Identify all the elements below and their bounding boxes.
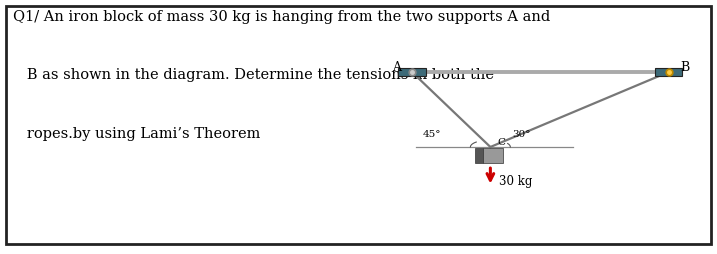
Text: ropes.by using Lami’s Theorem: ropes.by using Lami’s Theorem — [13, 127, 260, 141]
Bar — [483, 148, 503, 163]
Text: 45°: 45° — [422, 131, 441, 139]
Text: B as shown in the diagram. Determine the tensions in both the: B as shown in the diagram. Determine the… — [13, 68, 494, 82]
Text: C: C — [498, 138, 505, 147]
Bar — [475, 148, 483, 163]
Bar — [655, 68, 682, 76]
Text: 30°: 30° — [512, 131, 531, 139]
Text: 30 kg: 30 kg — [499, 175, 532, 188]
Text: Q1/ An iron block of mass 30 kg is hanging from the two supports A and: Q1/ An iron block of mass 30 kg is hangi… — [13, 10, 550, 24]
Bar — [399, 68, 425, 76]
Text: A: A — [392, 61, 401, 74]
Text: B: B — [680, 61, 689, 74]
